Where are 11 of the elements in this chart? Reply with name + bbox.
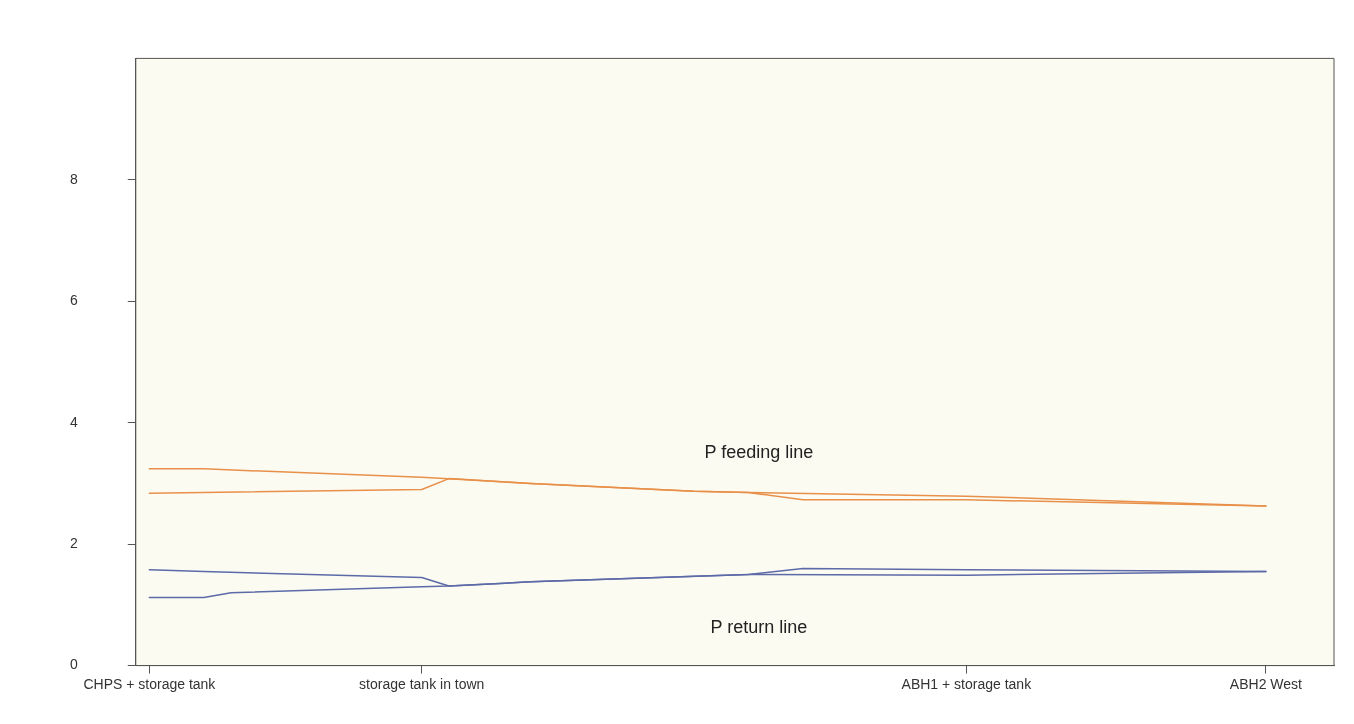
x-tick-label: CHPS + storage tank: [83, 675, 217, 692]
annotation: P return line: [710, 616, 808, 637]
x-tick-label: storage tank in town: [359, 675, 485, 692]
y-tick-label: 6: [69, 292, 78, 309]
y-tick-label: 2: [69, 535, 78, 552]
x-tick-label: ABH1 + storage tank: [901, 675, 1033, 692]
y-tick-label: 4: [69, 413, 78, 430]
y-tick-label: 0: [69, 656, 78, 673]
x-tick-label: ABH2 West: [1229, 675, 1303, 692]
y-tick-label: 8: [69, 170, 78, 187]
annotation: P feeding line: [704, 441, 814, 462]
